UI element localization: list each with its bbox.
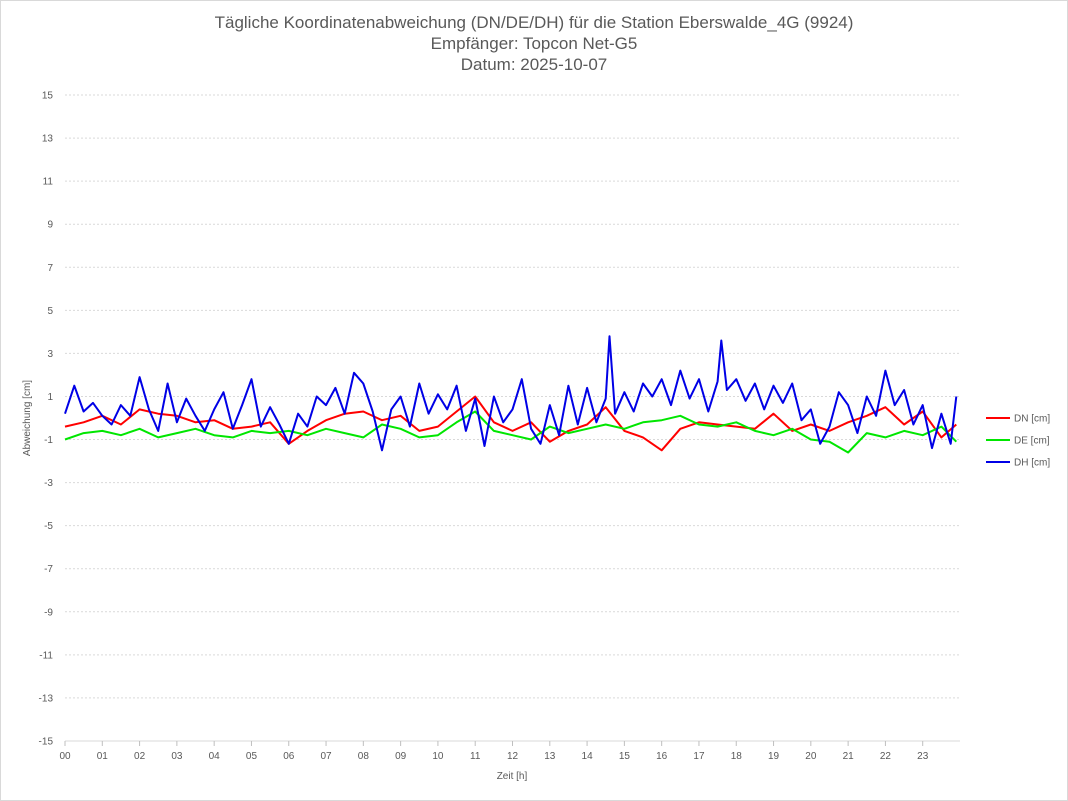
y-tick-label: 15 xyxy=(42,91,54,102)
gridlines xyxy=(65,94,960,742)
x-tick-label: 01 xyxy=(97,751,109,762)
chart-title-block: Tägliche Koordinatenabweichung (DN/DE/DH… xyxy=(0,12,1068,75)
x-tick-label: 03 xyxy=(171,751,183,762)
legend-label: DH [cm] xyxy=(1014,458,1050,469)
y-tick-label: 5 xyxy=(47,306,53,317)
series-line-dn xyxy=(64,395,957,452)
x-tick-label: 10 xyxy=(432,751,444,762)
y-tick-label: -1 xyxy=(44,435,53,446)
series-line-dh xyxy=(64,335,958,452)
y-tick-label: -13 xyxy=(39,693,54,704)
x-tick-label: 07 xyxy=(320,751,332,762)
x-tick-label: 04 xyxy=(209,751,221,762)
x-tick-label: 09 xyxy=(395,751,407,762)
y-axis-label: Abweichung [cm] xyxy=(22,380,33,456)
x-tick-label: 16 xyxy=(656,751,668,762)
y-tick-label: -3 xyxy=(44,478,53,489)
series-line-de xyxy=(64,410,958,454)
y-tick-label: -15 xyxy=(39,737,54,748)
x-tick-label: 00 xyxy=(59,751,71,762)
x-tick-label: 11 xyxy=(470,751,481,762)
y-tick-label: 7 xyxy=(47,263,53,274)
x-tick-label: 15 xyxy=(619,751,631,762)
x-tick-label: 08 xyxy=(358,751,370,762)
x-tick-label: 05 xyxy=(246,751,258,762)
y-tick-label: 3 xyxy=(47,349,53,360)
y-tick-label: 13 xyxy=(42,134,54,145)
y-tick-label: 9 xyxy=(47,220,53,231)
x-tick-label: 17 xyxy=(693,751,705,762)
x-tick-label: 06 xyxy=(283,751,295,762)
x-axis-ticks: 00 01 02 03 04 05 06 07 08 09 10 11 12 13 14 15 16 17 18 19… xyxy=(59,740,960,762)
y-tick-label: 1 xyxy=(47,392,53,403)
y-axis-ticks: 15 13 11 9 7 5 3 1 -1 -3 -5 -7 -9 -11 -13 -15 xyxy=(39,91,54,748)
legend: DN [cm] DE [cm] DH [cm] xyxy=(986,414,1050,469)
y-tick-label: 11 xyxy=(43,177,54,188)
x-tick-label: 19 xyxy=(768,751,780,762)
x-axis-label: Zeit [h] xyxy=(497,771,528,782)
chart-date: Datum: 2025-10-07 xyxy=(460,55,608,74)
x-tick-label: 23 xyxy=(917,751,929,762)
x-tick-label: 20 xyxy=(805,751,817,762)
x-tick-label: 14 xyxy=(582,751,594,762)
y-tick-label: -5 xyxy=(44,521,53,532)
chart-title: Tägliche Koordinatenabweichung (DN/DE/DH… xyxy=(214,13,854,32)
x-tick-label: 21 xyxy=(843,751,855,762)
x-tick-label: 13 xyxy=(544,751,556,762)
y-tick-label: -7 xyxy=(44,564,53,575)
y-tick-label: -9 xyxy=(44,607,53,618)
x-tick-label: 18 xyxy=(731,751,743,762)
x-tick-label: 02 xyxy=(134,751,146,762)
legend-label: DE [cm] xyxy=(1014,436,1050,447)
chart-subtitle: Empfänger: Topcon Net-G5 xyxy=(430,34,638,53)
x-tick-label: 12 xyxy=(507,751,519,762)
x-tick-label: 22 xyxy=(880,751,892,762)
series-lines xyxy=(64,335,958,454)
legend-label: DN [cm] xyxy=(1014,414,1050,425)
y-tick-label: -11 xyxy=(39,650,53,661)
